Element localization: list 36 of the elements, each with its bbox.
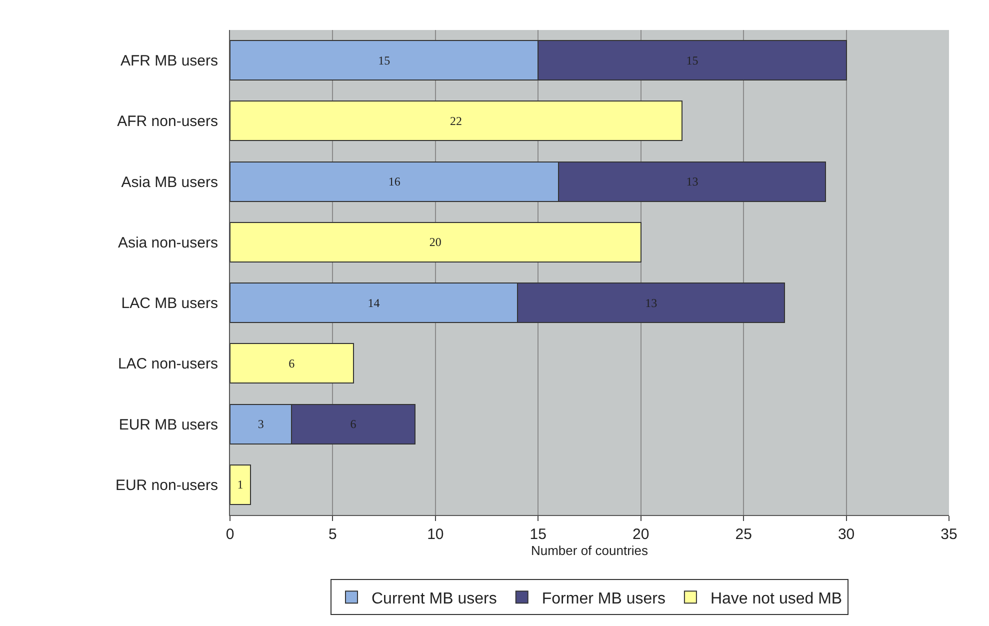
y-tick-label: Asia MB users [121, 174, 218, 191]
data-label: 15 [378, 53, 390, 68]
data-label: 1 [237, 478, 244, 492]
y-tick-label: AFR MB users [120, 52, 218, 70]
y-tick-label: Asia non-users [118, 234, 218, 252]
bar [230, 100, 682, 142]
x-tick-label: 5 [328, 526, 337, 543]
data-label: 6 [288, 356, 295, 370]
y-tick-label: LAC MB users [121, 295, 218, 312]
data-label: 20 [429, 235, 442, 250]
data-label: 6 [350, 417, 356, 432]
data-label: 15 [686, 53, 698, 68]
legend-label: Former MB users [542, 590, 666, 608]
data-label: 16 [388, 174, 400, 189]
x-tick-label: 30 [838, 526, 855, 543]
x-tick-label: 15 [530, 526, 546, 543]
y-tick-label: EUR MB users [118, 416, 218, 434]
bar [230, 343, 354, 384]
x-tick-label: 10 [427, 526, 444, 543]
x-tick-label: 20 [632, 526, 650, 543]
y-tick-label: LAC non-users [118, 356, 218, 373]
data-label: 13 [686, 174, 698, 189]
x-axis-title: Number of countries [530, 543, 649, 558]
data-label: 14 [368, 296, 380, 310]
legend-label: Have not used MB [710, 590, 842, 608]
y-tick-label: AFR non-users [117, 113, 218, 130]
bar [230, 222, 642, 262]
x-tick-label: 35 [940, 526, 958, 543]
x-tick-label: 25 [735, 526, 752, 543]
bar [230, 464, 252, 505]
x-tick-label: 0 [226, 526, 234, 543]
data-label: 13 [645, 296, 658, 310]
data-label: 22 [450, 114, 462, 128]
data-label: 3 [258, 417, 264, 432]
legend-label: Current MB users [372, 590, 497, 608]
y-tick-label: EUR non-users [115, 476, 218, 494]
